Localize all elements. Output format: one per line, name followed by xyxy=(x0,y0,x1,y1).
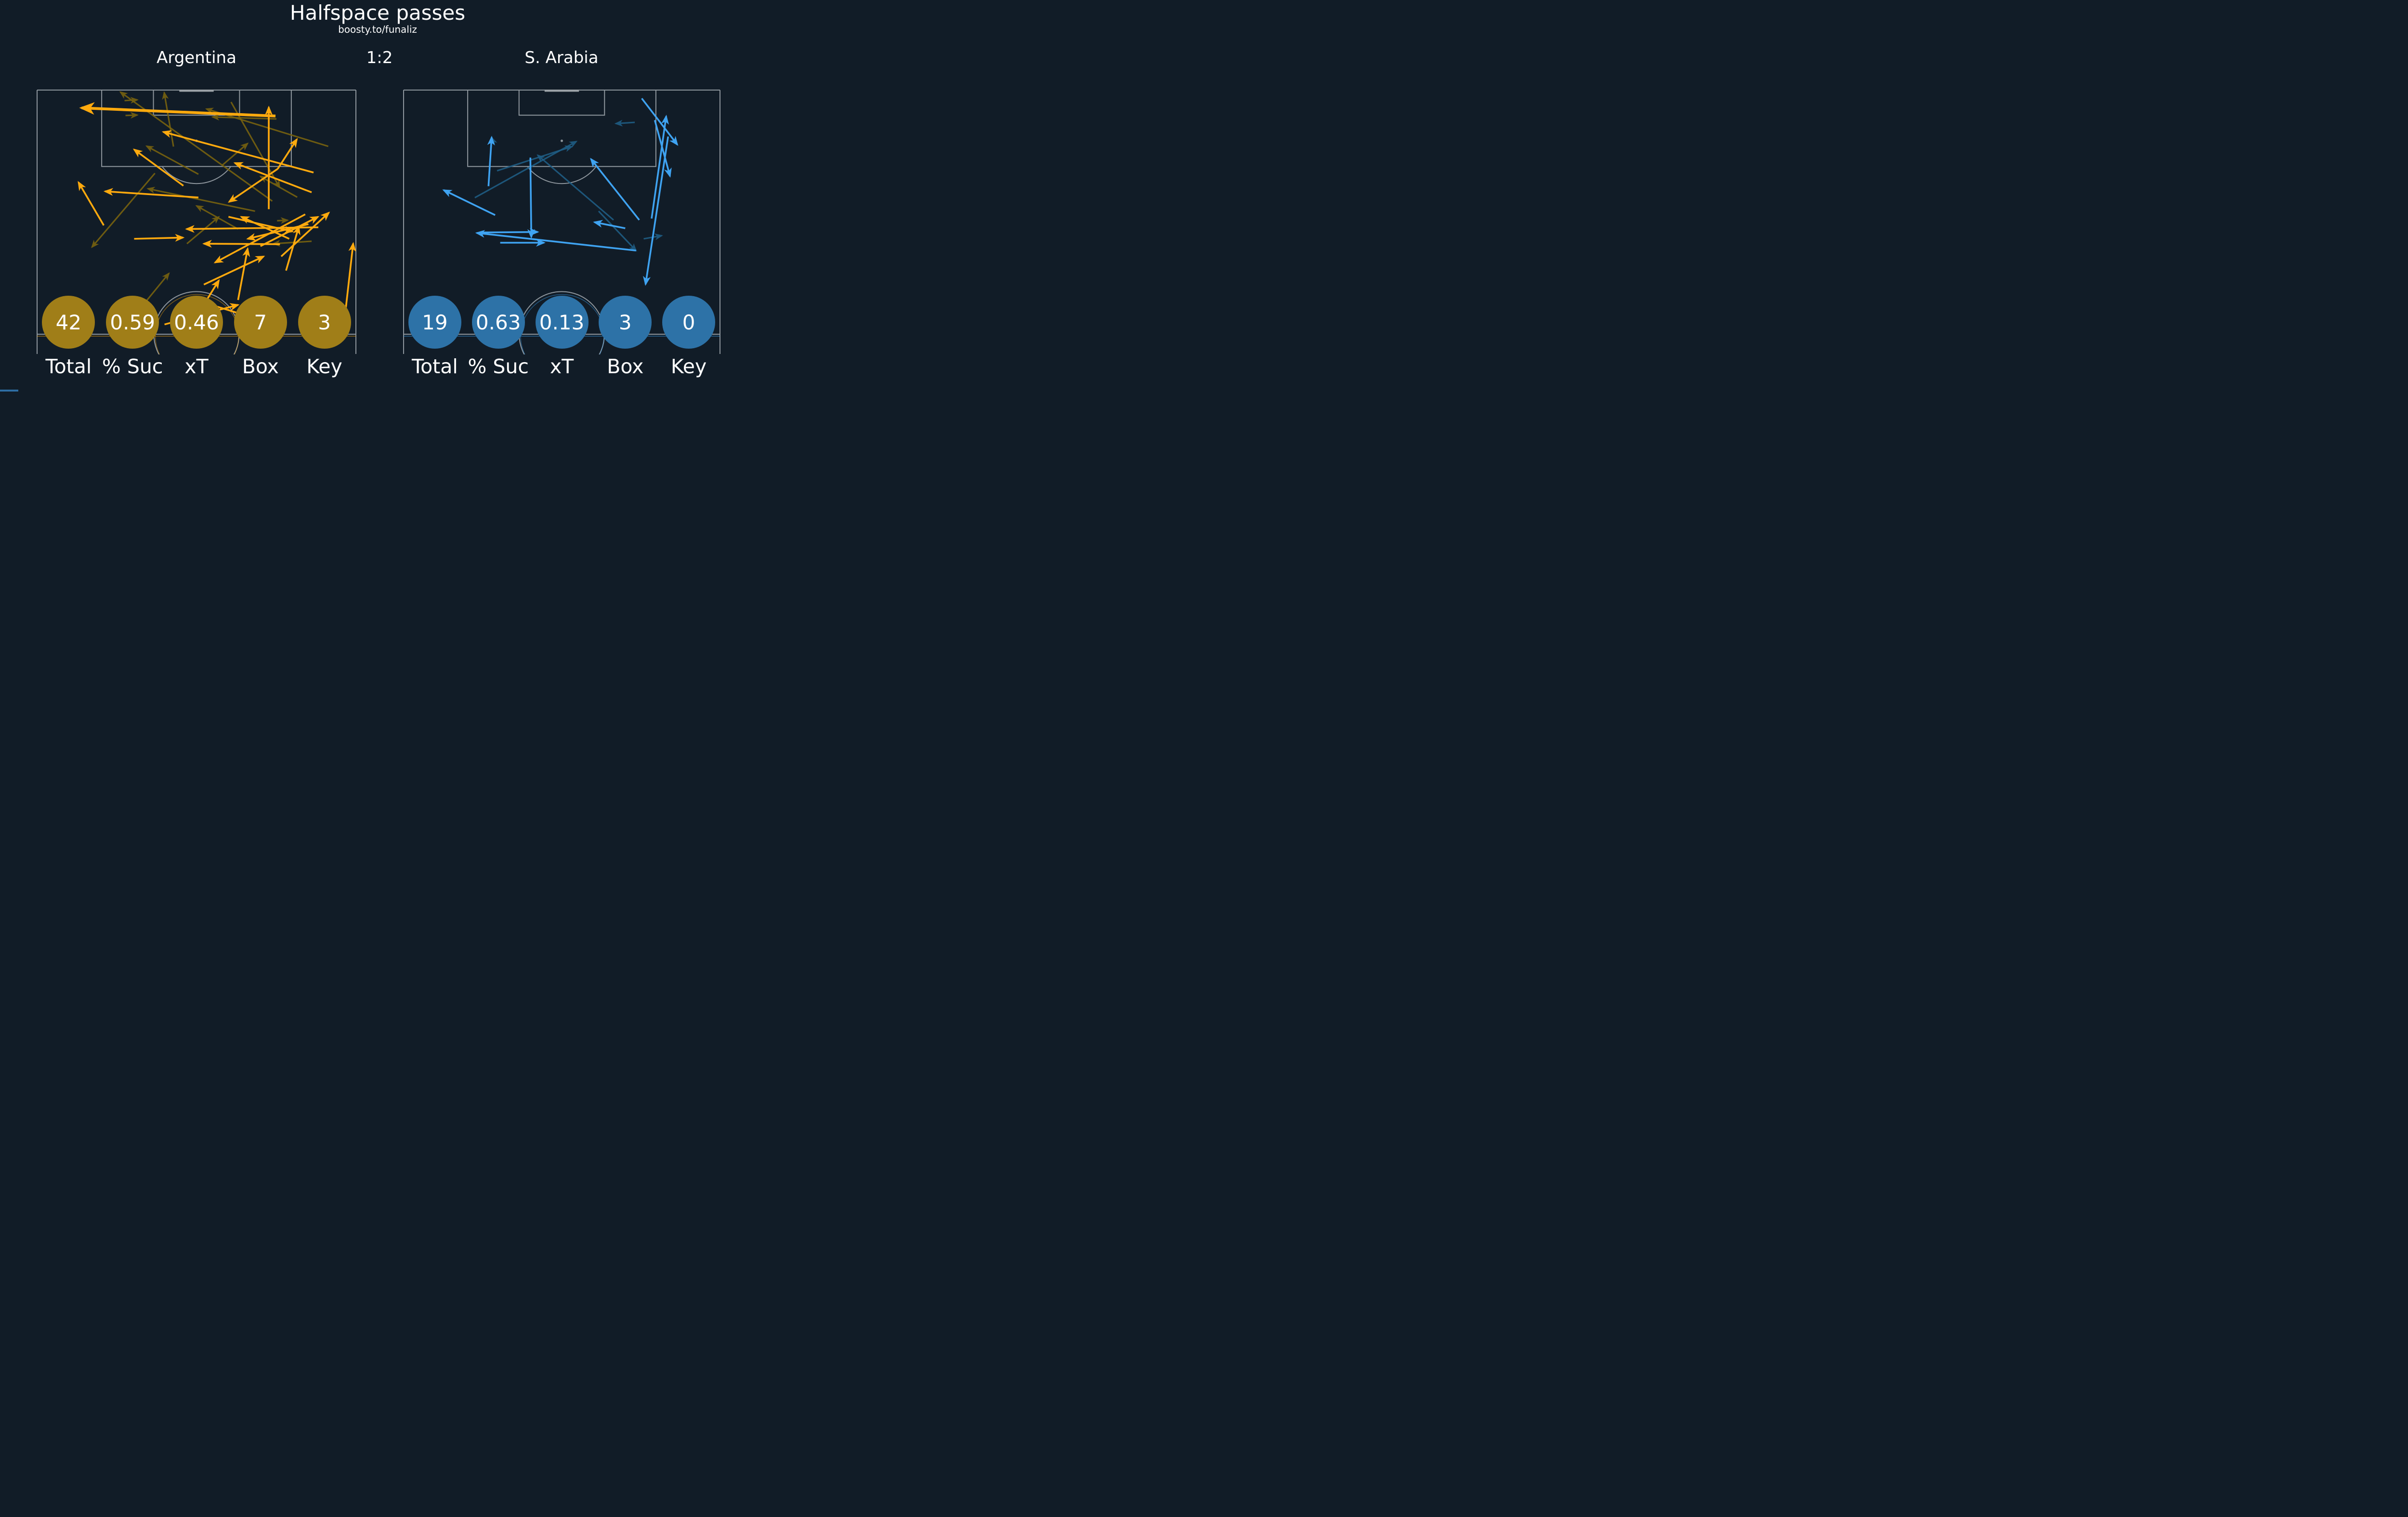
pitch-panel-away: 19 0.63 0.13 3 0 Total % Suc xT Box Key xyxy=(403,90,720,392)
stat-circle-home-total: 42 xyxy=(42,296,95,349)
page-subtitle: boosty.to/funaliz xyxy=(338,24,417,35)
stat-value: 3 xyxy=(318,310,331,334)
stat-value: 0 xyxy=(682,310,695,334)
stat-value: 0.63 xyxy=(475,310,521,334)
stat-value: 0.59 xyxy=(110,310,155,334)
stat-value: 7 xyxy=(254,310,267,334)
page-title: Halfspace passes xyxy=(289,1,466,25)
stat-label-home-key: Key xyxy=(306,355,342,378)
stat-label-home-xt: xT xyxy=(184,355,209,378)
match-score: 1:2 xyxy=(366,48,393,67)
stat-label-away-box: Box xyxy=(607,355,644,378)
stat-value: 19 xyxy=(422,310,448,334)
stat-circle-away-box: 3 xyxy=(599,296,652,349)
stat-label-away-suc: % Suc xyxy=(468,355,529,378)
stat-circle-home-key: 3 xyxy=(298,296,351,349)
stat-label-home-total: Total xyxy=(45,355,92,378)
stat-value: 42 xyxy=(55,310,82,334)
stat-circle-home-xt: 0.46 xyxy=(170,296,223,349)
stat-circle-away-xt: 0.13 xyxy=(535,296,589,349)
stat-label-home-suc: % Suc xyxy=(102,355,163,378)
stat-label-away-total: Total xyxy=(412,355,458,378)
stat-label-away-key: Key xyxy=(670,355,707,378)
stat-circle-away-suc: 0.63 xyxy=(471,296,525,349)
stat-circle-away-total: 19 xyxy=(408,296,461,349)
team-name-away: S. Arabia xyxy=(524,48,599,67)
stat-circle-home-suc: 0.59 xyxy=(106,296,159,349)
pitch-panel-home: 42 0.59 0.46 7 3 Total % Suc xT Box Key xyxy=(37,90,356,392)
stat-circle-away-key: 0 xyxy=(662,296,716,349)
team-name-home: Argentina xyxy=(157,48,236,67)
stat-label-away-xt: xT xyxy=(550,355,574,378)
video-progress-strip xyxy=(0,390,18,392)
stat-value: 3 xyxy=(618,310,632,334)
stat-value: 0.13 xyxy=(539,310,585,334)
stat-label-home-box: Box xyxy=(242,355,279,378)
stat-circle-home-box: 7 xyxy=(234,296,287,349)
passmap-figure: { "page": { "title": "Halfspace passes",… xyxy=(0,0,755,392)
stat-value: 0.46 xyxy=(174,310,219,334)
